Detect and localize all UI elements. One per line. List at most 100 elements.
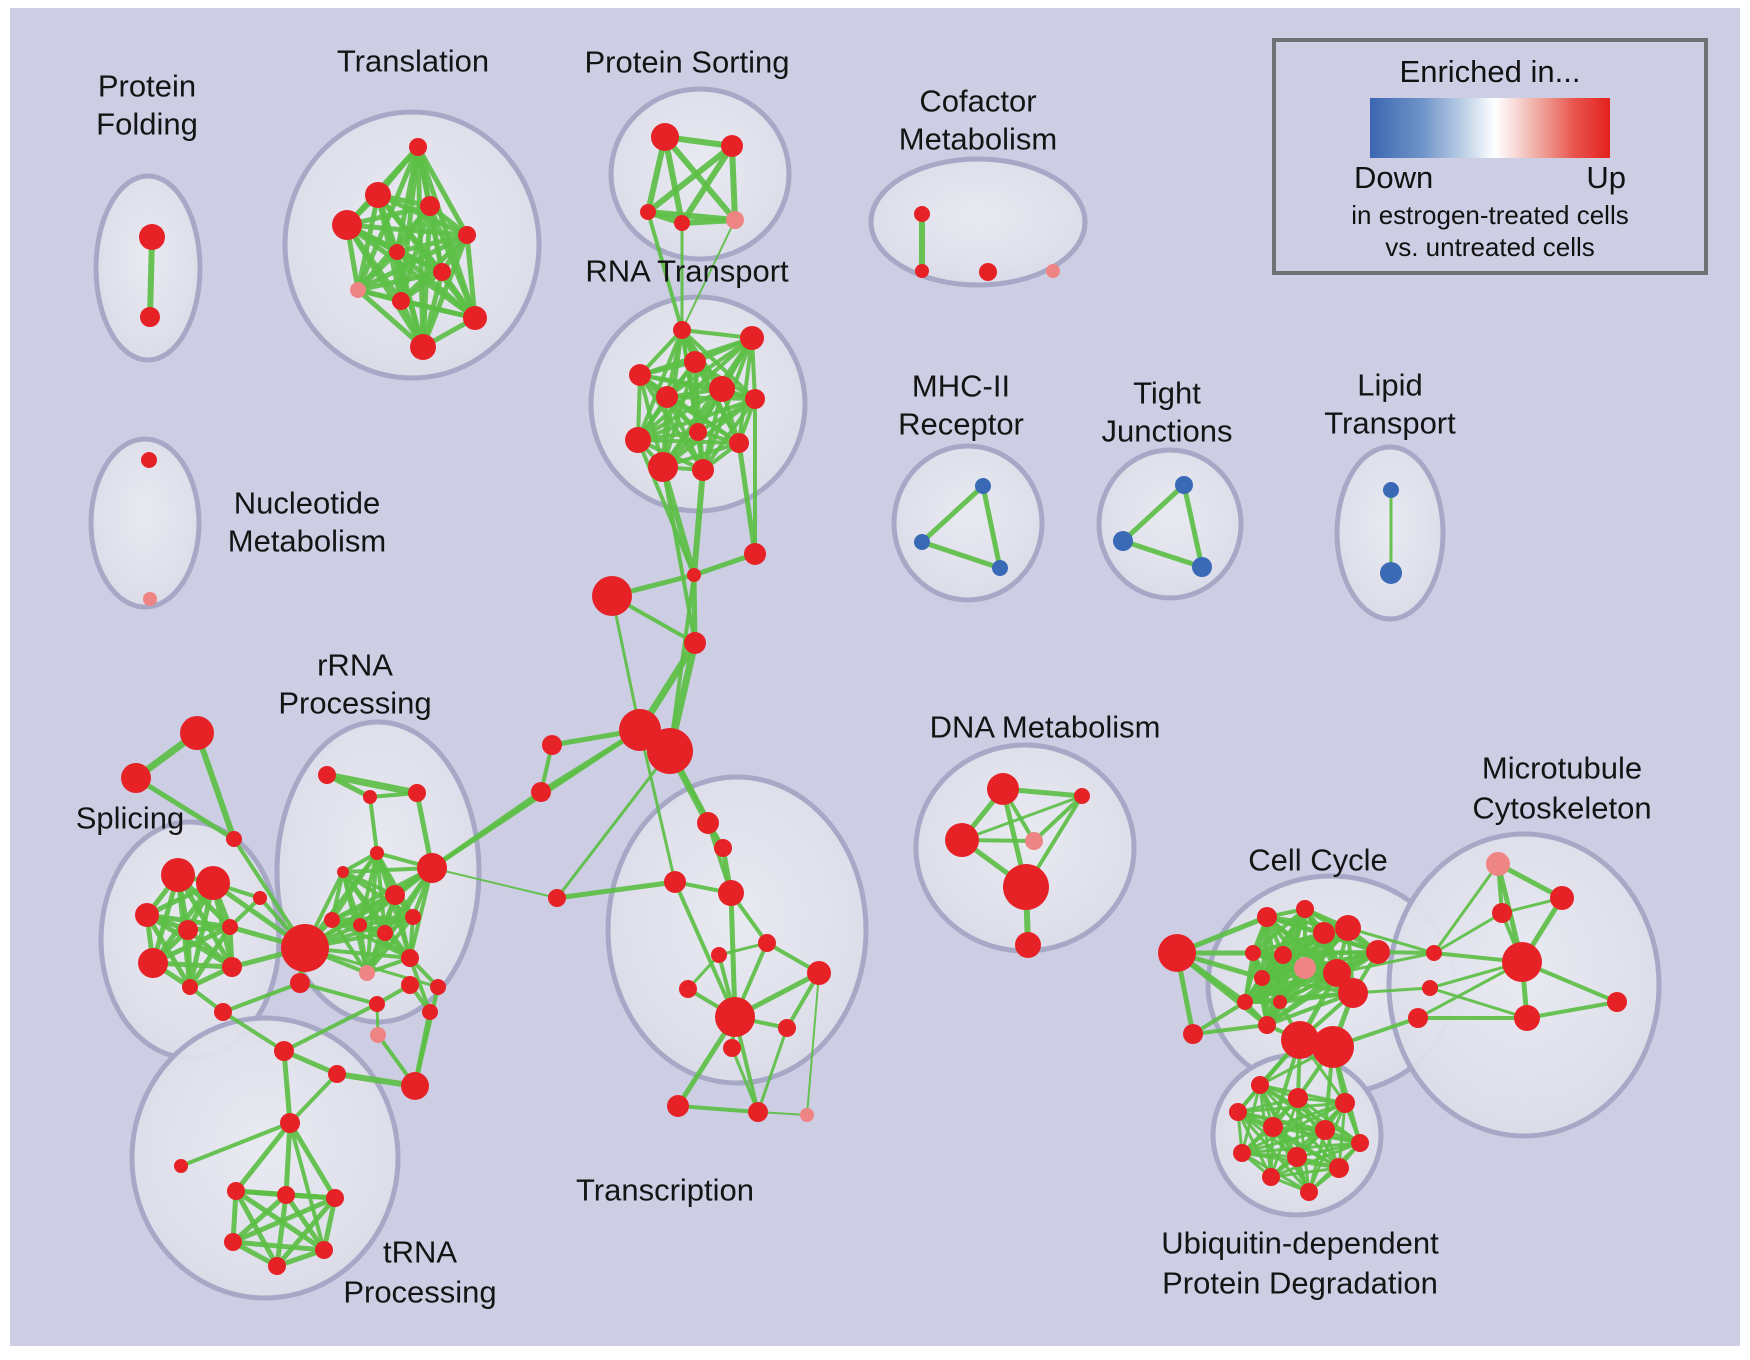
node-mt2[interactable] xyxy=(1550,886,1574,910)
node-rr2[interactable] xyxy=(363,790,377,804)
node-sp3[interactable] xyxy=(135,903,159,927)
node-rr13[interactable] xyxy=(281,924,329,972)
node-u5[interactable] xyxy=(1263,1117,1283,1137)
node-d4[interactable] xyxy=(1025,832,1043,850)
node-tc10[interactable] xyxy=(778,1019,796,1037)
node-t3[interactable] xyxy=(420,196,440,216)
node-c6[interactable] xyxy=(1335,915,1361,941)
node-mt5[interactable] xyxy=(1514,1005,1540,1031)
node-c11[interactable] xyxy=(1254,970,1270,986)
node-u1[interactable] xyxy=(1251,1076,1269,1094)
node-c12[interactable] xyxy=(1273,995,1287,1009)
node-ch3[interactable] xyxy=(592,576,632,616)
node-rt10[interactable] xyxy=(729,433,749,453)
node-c17[interactable] xyxy=(1281,1021,1319,1059)
node-mt4[interactable] xyxy=(1502,942,1542,982)
node-tb2[interactable] xyxy=(369,996,385,1012)
node-sp1[interactable] xyxy=(161,858,195,892)
node-tr3[interactable] xyxy=(328,1065,346,1083)
node-rt12[interactable] xyxy=(692,459,714,481)
node-tr11[interactable] xyxy=(315,1241,333,1259)
node-d3[interactable] xyxy=(945,823,979,857)
node-c10[interactable] xyxy=(1274,946,1292,964)
node-tc2[interactable] xyxy=(714,839,732,857)
node-li1[interactable] xyxy=(1383,482,1399,498)
node-d5[interactable] xyxy=(1003,864,1049,910)
node-x1[interactable] xyxy=(180,716,214,750)
node-u12[interactable] xyxy=(1300,1183,1318,1201)
node-tc11[interactable] xyxy=(723,1039,741,1057)
node-u6[interactable] xyxy=(1315,1120,1335,1140)
node-rr11[interactable] xyxy=(405,909,421,925)
node-c8[interactable] xyxy=(1294,957,1316,979)
node-rr3[interactable] xyxy=(408,784,426,802)
node-rt4[interactable] xyxy=(629,364,651,386)
node-L2[interactable] xyxy=(531,782,551,802)
node-tc13[interactable] xyxy=(748,1102,768,1122)
node-sp2[interactable] xyxy=(196,866,230,900)
node-c14[interactable] xyxy=(1258,1016,1276,1034)
node-rt9[interactable] xyxy=(625,427,651,453)
node-c2[interactable] xyxy=(1183,1024,1203,1044)
node-cf2[interactable] xyxy=(915,264,929,278)
node-t11[interactable] xyxy=(410,334,436,360)
node-tb4[interactable] xyxy=(422,1004,438,1020)
node-sp8[interactable] xyxy=(182,979,198,995)
node-rt3[interactable] xyxy=(684,351,706,373)
node-li2[interactable] xyxy=(1380,562,1402,584)
node-tc6[interactable] xyxy=(711,947,727,963)
node-j2[interactable] xyxy=(1113,531,1133,551)
node-rt8[interactable] xyxy=(689,423,707,441)
node-c3[interactable] xyxy=(1257,907,1277,927)
node-u11[interactable] xyxy=(1262,1168,1280,1186)
node-rr9[interactable] xyxy=(353,918,367,932)
node-c1[interactable] xyxy=(1158,934,1196,972)
node-c18[interactable] xyxy=(1312,1026,1354,1068)
node-d2[interactable] xyxy=(1074,788,1090,804)
node-tr5[interactable] xyxy=(280,1113,300,1133)
node-d6[interactable] xyxy=(1015,932,1041,958)
node-ps5[interactable] xyxy=(726,211,744,229)
node-j1[interactable] xyxy=(1175,476,1193,494)
node-sp6[interactable] xyxy=(138,948,168,978)
node-tbp[interactable] xyxy=(370,1027,386,1043)
node-rt1[interactable] xyxy=(673,321,691,339)
node-u7[interactable] xyxy=(1351,1134,1369,1152)
node-rr8[interactable] xyxy=(324,912,340,928)
node-pf1[interactable] xyxy=(139,224,165,250)
node-tc4[interactable] xyxy=(718,880,744,906)
node-mt7[interactable] xyxy=(1408,1008,1428,1028)
node-u10[interactable] xyxy=(1329,1158,1349,1178)
node-t4[interactable] xyxy=(332,210,362,240)
node-tr2[interactable] xyxy=(274,1041,294,1061)
node-t6[interactable] xyxy=(389,244,405,260)
node-t7[interactable] xyxy=(433,263,451,281)
node-x2[interactable] xyxy=(121,763,151,793)
node-mt6[interactable] xyxy=(1607,992,1627,1012)
node-rr5[interactable] xyxy=(337,866,349,878)
node-rr1[interactable] xyxy=(318,766,336,784)
node-h2[interactable] xyxy=(914,534,930,550)
node-rt5[interactable] xyxy=(709,376,735,402)
node-sp7[interactable] xyxy=(222,957,242,977)
node-mt1[interactable] xyxy=(1486,852,1510,876)
node-t10[interactable] xyxy=(463,306,487,330)
node-tc9[interactable] xyxy=(715,997,755,1037)
node-rt2[interactable] xyxy=(740,326,764,350)
node-ps1[interactable] xyxy=(651,123,679,151)
node-tr10[interactable] xyxy=(224,1233,242,1251)
node-sp4[interactable] xyxy=(178,920,198,940)
node-rr16[interactable] xyxy=(430,979,446,995)
node-h1[interactable] xyxy=(975,478,991,494)
node-c9[interactable] xyxy=(1245,945,1261,961)
node-ps2[interactable] xyxy=(721,135,743,157)
node-c4[interactable] xyxy=(1296,900,1314,918)
node-cf1[interactable] xyxy=(914,206,930,222)
node-pf2[interactable] xyxy=(140,307,160,327)
node-tr7[interactable] xyxy=(227,1182,245,1200)
node-mt9[interactable] xyxy=(1426,945,1442,961)
node-rr6[interactable] xyxy=(417,853,447,883)
node-mt3[interactable] xyxy=(1492,903,1512,923)
node-rr10[interactable] xyxy=(377,925,393,941)
node-rr4[interactable] xyxy=(370,846,384,860)
